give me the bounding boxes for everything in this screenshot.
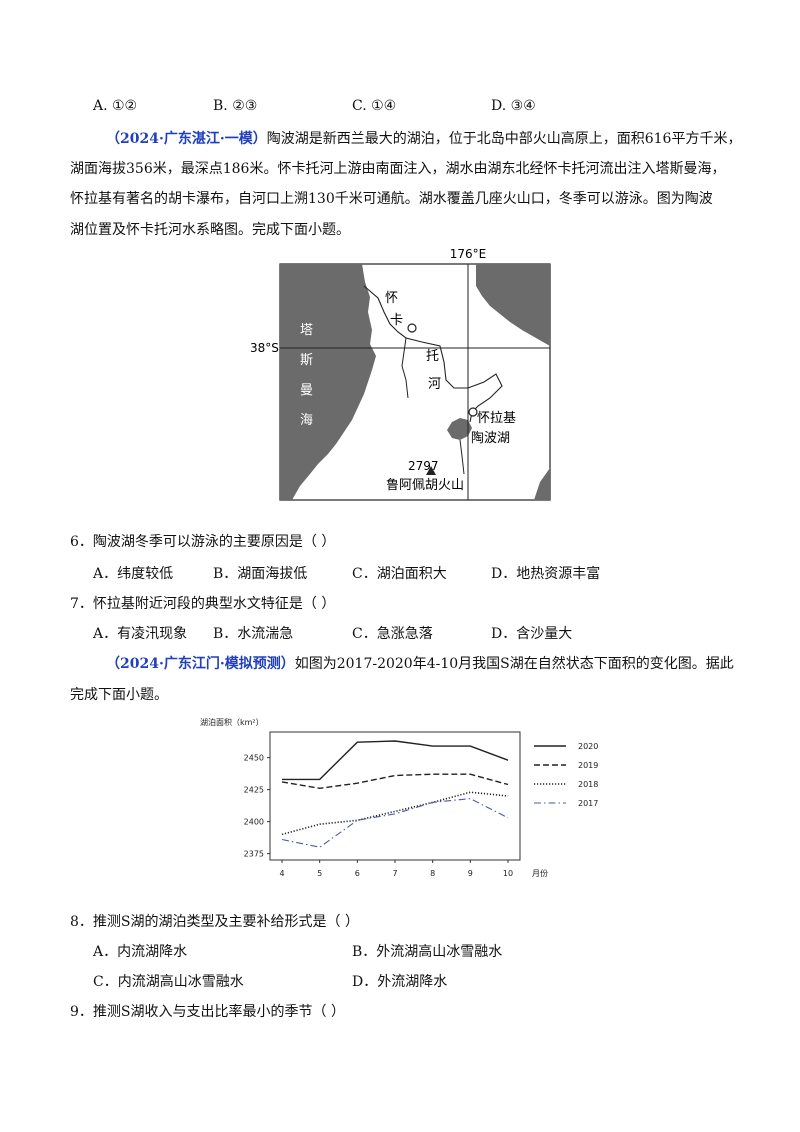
chart-legend-label-2020: 2020: [578, 742, 598, 751]
map-lake-label: 陶波湖: [471, 430, 510, 446]
map-river-inflow: [459, 439, 465, 475]
section1-intro-text: 陶波湖是新西兰最大的湖泊，位于北岛中部火山高原上，面积616平方千米，: [266, 131, 742, 147]
chart-x-tick-label: 5: [317, 869, 322, 878]
volcano-triangle-icon: [426, 466, 436, 475]
chart-series-2020: [282, 740, 509, 781]
chart-x-tick-label: 4: [279, 869, 284, 878]
map-land-ne: [476, 264, 550, 346]
section1-intro-line1: （2024·广东湛江·一模）陶波湖是新西兰最大的湖泊，位于北岛中部火山高原上，面…: [106, 128, 741, 148]
section1-source: （2024·广东湛江·一模）: [106, 131, 267, 147]
chart-series-2017: [281, 798, 509, 848]
chart-y-tick-label: 2400: [244, 818, 264, 827]
taupo-map: 176°E 38°S 塔 斯 曼 海 怀 卡 托 河 怀拉基 陶波湖 2797 …: [240, 242, 570, 508]
section1-line4: 湖位置及怀卡托河水系略图。完成下面小题。: [70, 222, 350, 238]
chart-series-2019: [281, 773, 509, 790]
q8-stem: 8．推测S湖的湖泊类型及主要补给形式是（ ）: [70, 914, 359, 930]
q6-option-b: B．湖面海拔低: [213, 566, 308, 582]
lake-area-chart: 湖泊面积（km²） 月份 2375 2400 2425 2450 4 5 6 7 8 9 10 2020 2…: [190, 712, 620, 892]
q6-stem: 6．陶波湖冬季可以游泳的主要原因是（ ）: [70, 534, 336, 550]
map-town-circle-1: [407, 323, 417, 333]
map-river-char-4: 河: [428, 377, 441, 392]
map-river-char-1: 怀: [385, 291, 398, 306]
chart-x-tick-label: 8: [430, 869, 435, 878]
q7-option-a: A．有凌汛现象: [93, 626, 188, 642]
q7-stem: 7．怀拉基附近河段的典型水文特征是（ ）: [70, 596, 336, 612]
chart-legend-label-2019: 2019: [578, 761, 598, 770]
map-river-char-2: 卡: [390, 313, 403, 328]
q9-stem: 9．推测S湖收入与支出比率最小的季节（ ）: [70, 1004, 345, 1020]
q8-option-c: C．内流湖高山冰雪融水: [93, 974, 244, 990]
chart-y-tick-label: 2425: [244, 786, 264, 795]
map-river-waikato: [363, 285, 503, 423]
q7-option-c: C．急涨急落: [352, 626, 433, 642]
section1-line3: 怀拉基有著名的胡卡瀑布，自河口上溯130千米可通航。湖水覆盖几座火山口，冬季可以…: [70, 191, 713, 207]
section2-intro-text: 如图为2017-2020年4-10月我国S湖在自然状态下面积的变化图。据此: [294, 656, 734, 672]
map-volcano-label: 鲁阿佩胡火山: [386, 478, 464, 493]
map-sea-char-1: 塔: [300, 323, 313, 338]
map-river-tributary: [401, 337, 409, 399]
chart-x-tick-label: 7: [392, 869, 397, 878]
chart-y-tick-label: 2450: [244, 754, 264, 763]
q5-option-a: A. ①②: [93, 98, 138, 114]
map-land-west: [280, 264, 376, 500]
chart-y-tick-label: 2375: [244, 850, 264, 859]
map-lon-label: 176°E: [450, 247, 487, 261]
map-river-char-3: 托: [426, 349, 439, 364]
q5-option-d: D. ③④: [491, 98, 536, 114]
chart-legend-label-2018: 2018: [578, 780, 598, 789]
section1-line2: 湖面海拔356米，最深点186米。怀卡托河上游由南面注入，湖水由湖东北经怀卡托河…: [70, 161, 726, 177]
q8-option-a: A．内流湖降水: [93, 944, 188, 960]
chart-x-tick-label: 9: [468, 869, 473, 878]
map-lat-label: 38°S: [250, 341, 279, 355]
q8-option-d: D．外流湖降水: [352, 974, 448, 990]
map-peak-elevation: 2797: [408, 459, 439, 473]
map-land-se: [534, 468, 550, 500]
map-town-label: 怀拉基: [477, 411, 516, 426]
map-town-circle-2: [468, 407, 478, 417]
q7-option-b: B．水流湍急: [213, 626, 294, 642]
q7-option-d: D．含沙量大: [491, 626, 573, 642]
map-lake-taupo: [447, 418, 472, 440]
q8-option-b: B．外流湖高山冰雪融水: [352, 944, 503, 960]
chart-x-axis-label: 月份: [532, 868, 548, 878]
chart-series-2018: [281, 791, 509, 836]
chart-x-tick-label: 6: [355, 869, 360, 878]
chart-y-axis-label: 湖泊面积（km²）: [200, 717, 264, 727]
section2-source: （2024·广东江门·模拟预测）: [106, 656, 295, 672]
q5-option-c: C. ①④: [352, 98, 397, 114]
q5-option-b: B. ②③: [213, 98, 258, 114]
q6-option-d: D．地热资源丰富: [491, 566, 601, 582]
chart-x-tick-label: 10: [503, 869, 513, 878]
section2-line2: 完成下面小题。: [70, 687, 168, 703]
q6-option-c: C．湖泊面积大: [352, 566, 447, 582]
q6-option-a: A．纬度较低: [93, 566, 174, 582]
chart-legend-label-2017: 2017: [578, 799, 598, 808]
map-sea-char-3: 曼: [300, 383, 313, 398]
map-sea-char-4: 海: [300, 413, 313, 428]
map-sea-char-2: 斯: [300, 353, 313, 368]
section2-intro-line1: （2024·广东江门·模拟预测）如图为2017-2020年4-10月我国S湖在自…: [106, 653, 734, 673]
